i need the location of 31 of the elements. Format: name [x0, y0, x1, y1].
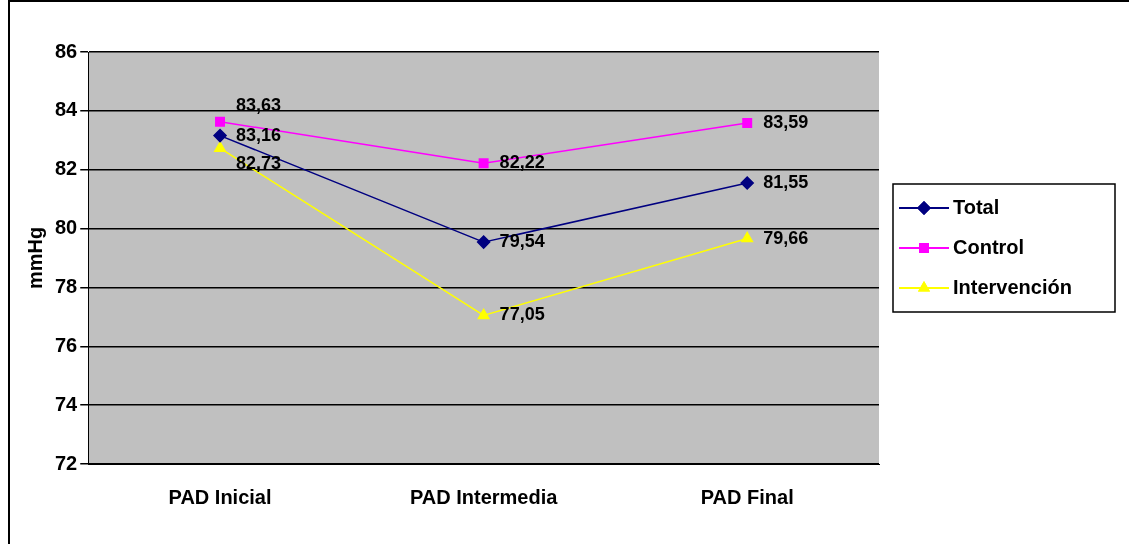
legend-label: Intervención — [953, 275, 1072, 298]
legend-label: Total — [953, 195, 1000, 218]
y-tick-label: 76 — [55, 333, 78, 356]
y-axis-title: mmHg — [23, 226, 46, 290]
y-tick-label: 82 — [55, 157, 78, 180]
x-tick-label: PAD Intermedia — [409, 485, 559, 508]
y-tick-label: 86 — [55, 39, 78, 62]
data-label: 83,59 — [763, 111, 809, 132]
x-tick-label: PAD Inicial — [168, 485, 272, 508]
y-tick-label: 80 — [55, 216, 78, 239]
y-tick-label: 72 — [55, 451, 78, 474]
legend-label: Control — [953, 235, 1025, 258]
point — [741, 231, 754, 243]
x-tick-label: PAD Final — [700, 485, 794, 508]
point — [215, 116, 226, 127]
data-label: 83,16 — [236, 124, 282, 145]
point — [476, 235, 491, 249]
point — [742, 117, 753, 128]
data-label: 79,54 — [499, 231, 545, 252]
data-label: 81,55 — [763, 171, 809, 192]
point — [214, 141, 226, 152]
data-label: 79,66 — [763, 227, 809, 248]
point — [213, 128, 227, 143]
y-tick-label: 84 — [55, 98, 79, 121]
point — [478, 158, 489, 169]
point — [740, 176, 754, 190]
y-tick-label: 78 — [55, 274, 78, 297]
data-label: 77,05 — [499, 304, 545, 325]
point — [477, 308, 490, 320]
y-tick-label: 74 — [55, 392, 79, 415]
data-label: 82,22 — [499, 152, 545, 173]
